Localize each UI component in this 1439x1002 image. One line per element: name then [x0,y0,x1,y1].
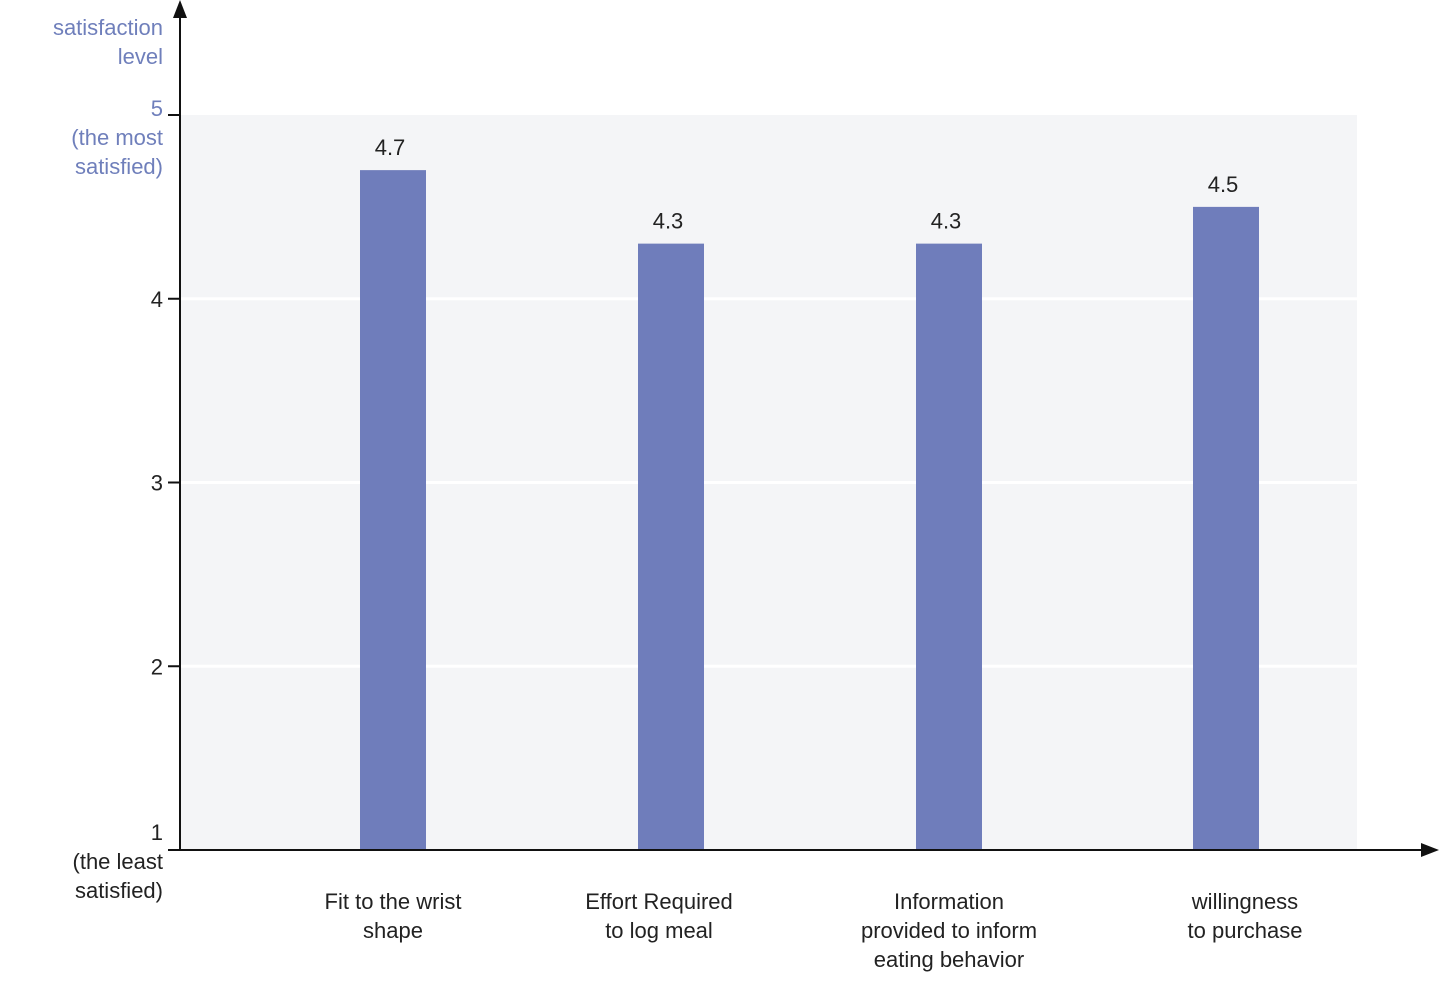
y-tick-label-4: 4 [151,287,163,312]
bar-3 [916,243,982,850]
bar-1 [360,170,426,850]
y-axis-ticks: 5 (the most satisfied) 4 3 2 1 (the least satisf… [71,96,180,903]
bar-4 [1193,206,1259,850]
y-axis-arrow [173,0,187,18]
x-axis-arrow [1421,843,1439,857]
data-label-3: 4.3 [931,209,962,234]
data-label-1: 4.7 [375,135,406,160]
x-category-label-2: Effort Required to log meal [585,889,733,943]
bar-2 [638,243,704,850]
x-category-label-3: Information provided to inform eating beha… [861,889,1037,972]
y-tick-label-1: 1 (the least satisfied) [73,820,164,903]
data-label-2: 4.3 [653,209,684,234]
x-axis-labels: Fit to the wrist shape Effort Required to l… [325,889,1303,972]
y-axis-title: satisfaction level [53,15,163,69]
y-tick-label-3: 3 [151,471,163,496]
x-category-label-1: Fit to the wrist shape [325,889,462,943]
data-label-4: 4.5 [1208,172,1239,197]
x-category-label-4: willingness to purchase [1188,889,1303,943]
data-labels: 4.7 4.3 4.3 4.5 [375,135,1239,234]
y-tick-label-2: 2 [151,654,163,679]
axes [173,0,1439,857]
bars [360,170,1259,850]
y-tick-label-5: 5 (the most satisfied) [71,96,163,179]
